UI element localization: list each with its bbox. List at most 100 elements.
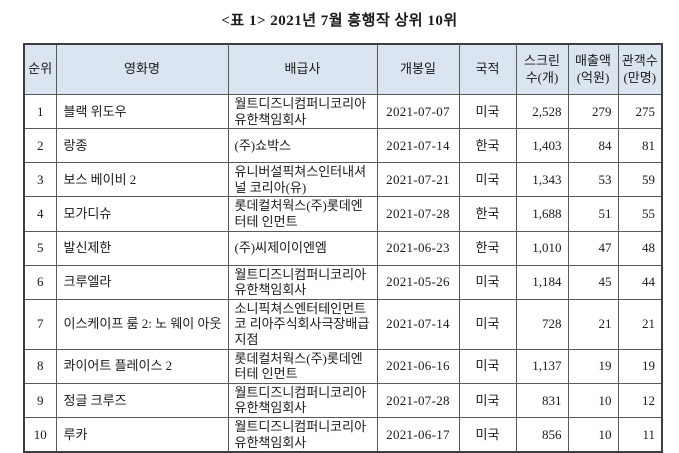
cell-distributor: 롯데컬처웍스(주)롯데엔터테 인먼트	[227, 196, 378, 232]
cell-audience: 11	[617, 416, 663, 453]
column-header-audience: 관객수 (만명)	[617, 43, 663, 95]
table-header: 순위 영화명 배급사 개봉일 국적 스크린 수(개) 매출액 (억원) 관객수 …	[23, 43, 663, 95]
cell-movie-title: 발신제한	[55, 230, 229, 266]
cell-distributor: 소니픽쳐스엔터테인먼트코 리아주식회사극장배급지점	[227, 298, 378, 350]
cell-audience: 44	[617, 264, 663, 300]
cell-country: 미국	[458, 162, 517, 198]
cell-screens: 1,403	[515, 128, 569, 164]
cell-country: 미국	[458, 416, 517, 453]
cell-country: 미국	[458, 93, 517, 130]
cell-revenue: 10	[567, 382, 619, 418]
cell-release-date: 2021-07-07	[376, 93, 460, 130]
cell-screens: 1,137	[515, 348, 569, 384]
cell-revenue: 45	[567, 264, 619, 300]
table-row: 2 랑종 (주)쇼박스 2021-07-14 한국 1,403 84 81	[23, 128, 663, 164]
cell-screens: 1,184	[515, 264, 569, 300]
cell-audience: 275	[617, 93, 663, 130]
cell-country: 한국	[458, 196, 517, 232]
cell-rank: 9	[23, 382, 57, 418]
cell-release-date: 2021-07-28	[376, 382, 460, 418]
cell-distributor: 월트디즈니컴퍼니코리아 유한책임회사	[227, 264, 378, 300]
column-header-rank: 순위	[23, 43, 57, 95]
cell-country: 한국	[458, 230, 517, 266]
cell-revenue: 10	[567, 416, 619, 453]
cell-movie-title: 모가디슈	[55, 196, 229, 232]
cell-screens: 2,528	[515, 93, 569, 130]
cell-audience: 59	[617, 162, 663, 198]
table-row: 1 블랙 위도우 월트디즈니컴퍼니코리아 유한책임회사 2021-07-07 미…	[23, 93, 663, 130]
column-header-release-date: 개봉일	[376, 43, 460, 95]
cell-movie-title: 루카	[55, 416, 229, 453]
cell-screens: 831	[515, 382, 569, 418]
cell-movie-title: 이스케이프 룸 2: 노 웨이 아웃	[55, 298, 229, 350]
cell-rank: 1	[23, 93, 57, 130]
table-row: 8 콰이어트 플레이스 2 롯데컬처웍스(주)롯데엔터테 인먼트 2021-06…	[23, 348, 663, 384]
cell-distributor: 롯데컬처웍스(주)롯데엔터테 인먼트	[227, 348, 378, 384]
cell-country: 미국	[458, 264, 517, 300]
cell-release-date: 2021-07-21	[376, 162, 460, 198]
cell-rank: 10	[23, 416, 57, 453]
cell-distributor: 월트디즈니컴퍼니코리아 유한책임회사	[227, 382, 378, 418]
table-row: 7 이스케이프 룸 2: 노 웨이 아웃 소니픽쳐스엔터테인먼트코 리아주식회사…	[23, 298, 663, 350]
table-row: 6 크루엘라 월트디즈니컴퍼니코리아 유한책임회사 2021-05-26 미국 …	[23, 264, 663, 300]
cell-release-date: 2021-07-28	[376, 196, 460, 232]
cell-country: 미국	[458, 382, 517, 418]
cell-country: 미국	[458, 348, 517, 384]
cell-rank: 6	[23, 264, 57, 300]
cell-audience: 12	[617, 382, 663, 418]
cell-rank: 8	[23, 348, 57, 384]
cell-movie-title: 랑종	[55, 128, 229, 164]
table-row: 9 정글 크루즈 월트디즈니컴퍼니코리아 유한책임회사 2021-07-28 미…	[23, 382, 663, 418]
cell-revenue: 279	[567, 93, 619, 130]
cell-rank: 5	[23, 230, 57, 266]
cell-distributor: 유니버설픽쳐스인터내셔널 코리아(유)	[227, 162, 378, 198]
cell-screens: 1,343	[515, 162, 569, 198]
cell-screens: 856	[515, 416, 569, 453]
page-title: <표 1> 2021년 7월 흥행작 상위 10위	[221, 13, 458, 29]
cell-release-date: 2021-06-23	[376, 230, 460, 266]
cell-screens: 1,688	[515, 196, 569, 232]
cell-movie-title: 정글 크루즈	[55, 382, 229, 418]
column-header-screens: 스크린 수(개)	[515, 43, 569, 95]
cell-revenue: 21	[567, 298, 619, 350]
cell-release-date: 2021-06-16	[376, 348, 460, 384]
cell-revenue: 47	[567, 230, 619, 266]
cell-distributor: 월트디즈니컴퍼니코리아 유한책임회사	[227, 93, 378, 130]
cell-rank: 3	[23, 162, 57, 198]
cell-country: 한국	[458, 128, 517, 164]
column-header-distributor: 배급사	[227, 43, 378, 95]
cell-release-date: 2021-06-17	[376, 416, 460, 453]
table-row: 5 발신제한 (주)씨제이이엔엠 2021-06-23 한국 1,010 47 …	[23, 230, 663, 266]
column-header-country: 국적	[458, 43, 517, 95]
cell-revenue: 51	[567, 196, 619, 232]
cell-release-date: 2021-05-26	[376, 264, 460, 300]
column-header-movie-title: 영화명	[55, 43, 229, 95]
table-row: 4 모가디슈 롯데컬처웍스(주)롯데엔터테 인먼트 2021-07-28 한국 …	[23, 196, 663, 232]
cell-screens: 728	[515, 298, 569, 350]
cell-rank: 7	[23, 298, 57, 350]
cell-revenue: 53	[567, 162, 619, 198]
cell-revenue: 19	[567, 348, 619, 384]
cell-screens: 1,010	[515, 230, 569, 266]
box-office-table: 순위 영화명 배급사 개봉일 국적 스크린 수(개) 매출액 (억원) 관객수 …	[23, 43, 663, 453]
cell-rank: 2	[23, 128, 57, 164]
cell-audience: 21	[617, 298, 663, 350]
column-header-revenue: 매출액 (억원)	[567, 43, 619, 95]
cell-audience: 19	[617, 348, 663, 384]
cell-movie-title: 보스 베이비 2	[55, 162, 229, 198]
cell-distributor: (주)씨제이이엔엠	[227, 230, 378, 266]
cell-audience: 48	[617, 230, 663, 266]
cell-country: 미국	[458, 298, 517, 350]
cell-release-date: 2021-07-14	[376, 128, 460, 164]
cell-distributor: 월트디즈니컴퍼니코리아 유한책임회사	[227, 416, 378, 453]
table-body: 1 블랙 위도우 월트디즈니컴퍼니코리아 유한책임회사 2021-07-07 미…	[23, 93, 663, 453]
cell-movie-title: 블랙 위도우	[55, 93, 229, 130]
cell-audience: 55	[617, 196, 663, 232]
cell-rank: 4	[23, 196, 57, 232]
cell-revenue: 84	[567, 128, 619, 164]
table-row: 3 보스 베이비 2 유니버설픽쳐스인터내셔널 코리아(유) 2021-07-2…	[23, 162, 663, 198]
cell-distributor: (주)쇼박스	[227, 128, 378, 164]
cell-release-date: 2021-07-14	[376, 298, 460, 350]
cell-audience: 81	[617, 128, 663, 164]
cell-movie-title: 콰이어트 플레이스 2	[55, 348, 229, 384]
